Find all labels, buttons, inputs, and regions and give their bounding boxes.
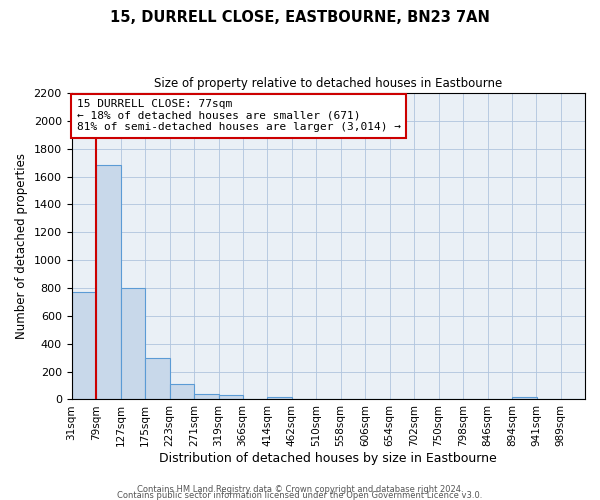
Text: 15, DURRELL CLOSE, EASTBOURNE, BN23 7AN: 15, DURRELL CLOSE, EASTBOURNE, BN23 7AN	[110, 10, 490, 25]
Bar	[96, 166, 121, 400]
Bar	[267, 397, 292, 400]
Text: Contains public sector information licensed under the Open Government Licence v3: Contains public sector information licen…	[118, 490, 482, 500]
Bar	[218, 396, 243, 400]
Bar	[145, 358, 170, 400]
Bar	[194, 394, 218, 400]
Bar	[170, 384, 194, 400]
Bar	[121, 288, 145, 400]
X-axis label: Distribution of detached houses by size in Eastbourne: Distribution of detached houses by size …	[160, 452, 497, 465]
Title: Size of property relative to detached houses in Eastbourne: Size of property relative to detached ho…	[154, 78, 502, 90]
Bar	[512, 397, 536, 400]
Bar	[71, 292, 96, 400]
Y-axis label: Number of detached properties: Number of detached properties	[15, 154, 28, 340]
Text: Contains HM Land Registry data © Crown copyright and database right 2024.: Contains HM Land Registry data © Crown c…	[137, 484, 463, 494]
Text: 15 DURRELL CLOSE: 77sqm
← 18% of detached houses are smaller (671)
81% of semi-d: 15 DURRELL CLOSE: 77sqm ← 18% of detache…	[77, 99, 401, 132]
